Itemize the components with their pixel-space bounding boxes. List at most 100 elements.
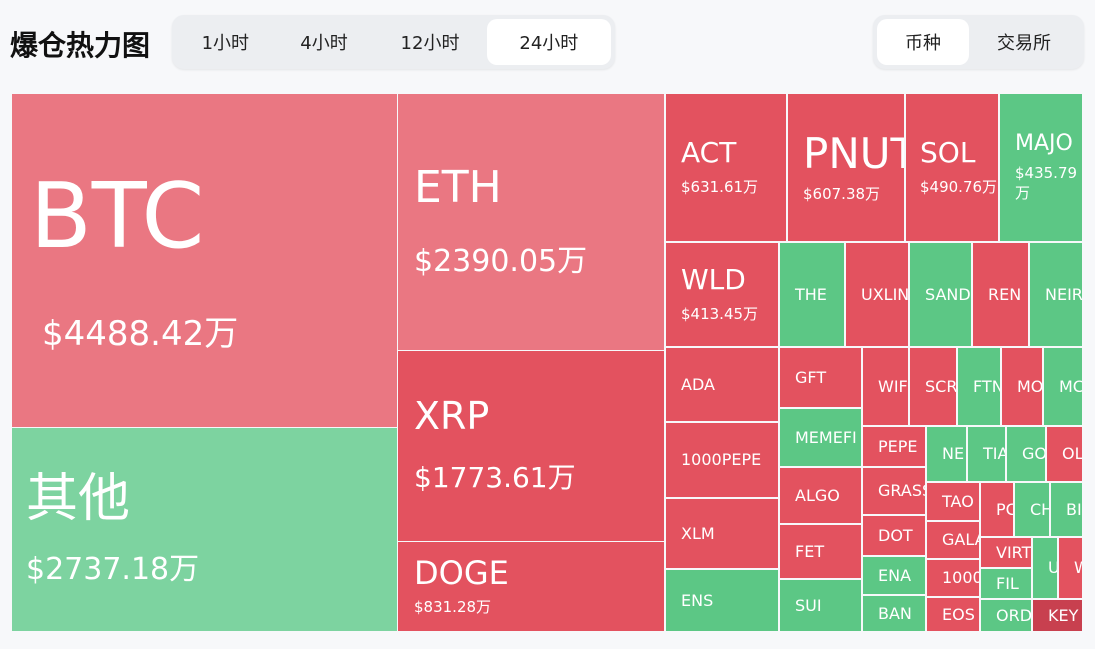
tile-label: OL (1062, 444, 1082, 464)
tile[interactable]: CH (1015, 483, 1049, 536)
tile[interactable]: WLD $413.45万 (666, 243, 778, 346)
tile-label: SOL (920, 135, 976, 169)
tile[interactable]: GRASS (863, 468, 925, 514)
tile[interactable]: SAND (910, 243, 971, 346)
tile[interactable]: ORD (981, 600, 1031, 631)
tile-label: U (1048, 558, 1057, 578)
tile[interactable]: FIL (981, 569, 1031, 598)
tile[interactable]: W (1059, 538, 1082, 598)
tile[interactable]: XLM (666, 499, 778, 568)
tile-label: PNUT (803, 128, 904, 178)
tile-label: TIA (983, 444, 1005, 464)
tile[interactable]: VIRT (981, 538, 1031, 567)
tile[interactable]: ALGO (780, 468, 861, 523)
tile-label: ENA (878, 565, 912, 585)
tile-label: BAN (878, 603, 912, 623)
tile[interactable]: BTC $4488.42万 (12, 94, 397, 427)
tile[interactable]: FET (780, 525, 861, 578)
tile[interactable]: PEPE (863, 427, 925, 466)
tile[interactable]: WIF (863, 348, 908, 425)
tile[interactable]: UXLIN (846, 243, 908, 346)
tile[interactable]: ENA (863, 557, 925, 594)
tile[interactable]: PC (981, 483, 1013, 536)
tile-label: 1000PEPE (681, 450, 762, 470)
tile-label: NE (942, 444, 965, 464)
tile[interactable]: NE (927, 427, 966, 481)
tile[interactable]: FTN (958, 348, 1000, 425)
tile-label: GO (1022, 444, 1045, 464)
tab[interactable]: 24小时 (486, 19, 611, 65)
tile[interactable]: GALA (927, 522, 979, 558)
tile-label: NEIR (1045, 284, 1082, 304)
tile[interactable]: EOS (927, 598, 979, 631)
view-tabs: 币种 交易所 (873, 15, 1084, 69)
tile-label: W (1074, 558, 1082, 578)
tile[interactable]: 1000PEPE (666, 423, 778, 497)
tile[interactable]: BI (1051, 483, 1082, 536)
tile-value: $435.79万 (1015, 164, 1078, 203)
tile-label: PEPE (878, 436, 918, 456)
tile[interactable]: 其他 $2737.18万 (12, 428, 397, 631)
tile-label: CH (1030, 499, 1049, 519)
tile-label: PC (996, 499, 1013, 519)
tile-label: DOT (878, 525, 913, 545)
tile-value: $413.45万 (681, 305, 759, 324)
tile-label: MC (1059, 376, 1082, 396)
tile-value: $2737.18万 (26, 552, 200, 588)
tile[interactable]: TAO (927, 483, 979, 520)
tile[interactable]: PNUT $607.38万 (788, 94, 904, 241)
tile[interactable]: 1000 (927, 560, 979, 596)
tile-label: ORD (996, 605, 1031, 625)
tile-label: 其他 (26, 468, 131, 529)
tile[interactable]: ACT $631.61万 (666, 94, 786, 241)
tile[interactable]: MEMEFI (780, 409, 861, 466)
time-tabs: 1小时 4小时 12小时 24小时 (172, 15, 615, 69)
tile[interactable]: MC (1044, 348, 1082, 425)
tile-label: 1000 (942, 568, 979, 588)
tile[interactable]: ENS (666, 570, 778, 631)
tile-label: XRP (414, 394, 490, 439)
tile-label: KEY (1048, 605, 1079, 625)
tile[interactable]: BAN (863, 596, 925, 631)
tile[interactable]: OL (1047, 427, 1082, 481)
tile[interactable]: SCR (910, 348, 956, 425)
tile[interactable]: GFT (780, 348, 861, 407)
tile[interactable]: ETH $2390.05万 (398, 94, 664, 350)
tab[interactable]: 1小时 (201, 33, 250, 54)
tile[interactable]: MO (1002, 348, 1042, 425)
tile[interactable]: XRP $1773.61万 (398, 351, 664, 541)
tile[interactable]: DOGE $831.28万 (398, 542, 664, 631)
page-title: 爆仓热力图 (10, 29, 151, 62)
tab[interactable]: 交易所 (997, 33, 1051, 54)
tab[interactable]: 4小时 (300, 33, 348, 54)
tile-label: VIRT (996, 542, 1031, 562)
tile-value: $4488.42万 (42, 313, 239, 354)
tile-value: $2390.05万 (414, 244, 588, 280)
tile[interactable]: U (1033, 538, 1057, 598)
tile-label: SUI (795, 595, 822, 615)
tile-label: EOS (942, 604, 975, 624)
tile-label: MEMEFI (795, 427, 857, 447)
tab[interactable]: 12小时 (400, 33, 460, 54)
tile[interactable]: SOL $490.76万 (906, 94, 998, 241)
tile[interactable]: ADA (666, 348, 778, 421)
tile[interactable]: TIA (968, 427, 1005, 481)
tile-label: MO (1017, 376, 1042, 396)
tab[interactable]: 币种 (877, 19, 969, 65)
tile-value: $631.61万 (681, 178, 759, 197)
tile[interactable]: KEY (1033, 600, 1082, 631)
tile[interactable]: GO (1007, 427, 1045, 481)
tile-label: ALGO (795, 485, 840, 505)
tile-label: ETH (414, 161, 502, 213)
tile[interactable]: NEIR (1030, 243, 1082, 346)
tile-label: ACT (681, 135, 737, 169)
tile[interactable]: REN (973, 243, 1028, 346)
tile[interactable]: SUI (780, 580, 861, 631)
tile[interactable]: DOT (863, 516, 925, 555)
tile-value: $1773.61万 (414, 460, 576, 494)
tile-label: DOGE (414, 554, 509, 593)
tile-label: FET (795, 541, 825, 561)
tile[interactable]: MAJO $435.79万 (1000, 94, 1082, 241)
tile[interactable]: THE (780, 243, 844, 346)
